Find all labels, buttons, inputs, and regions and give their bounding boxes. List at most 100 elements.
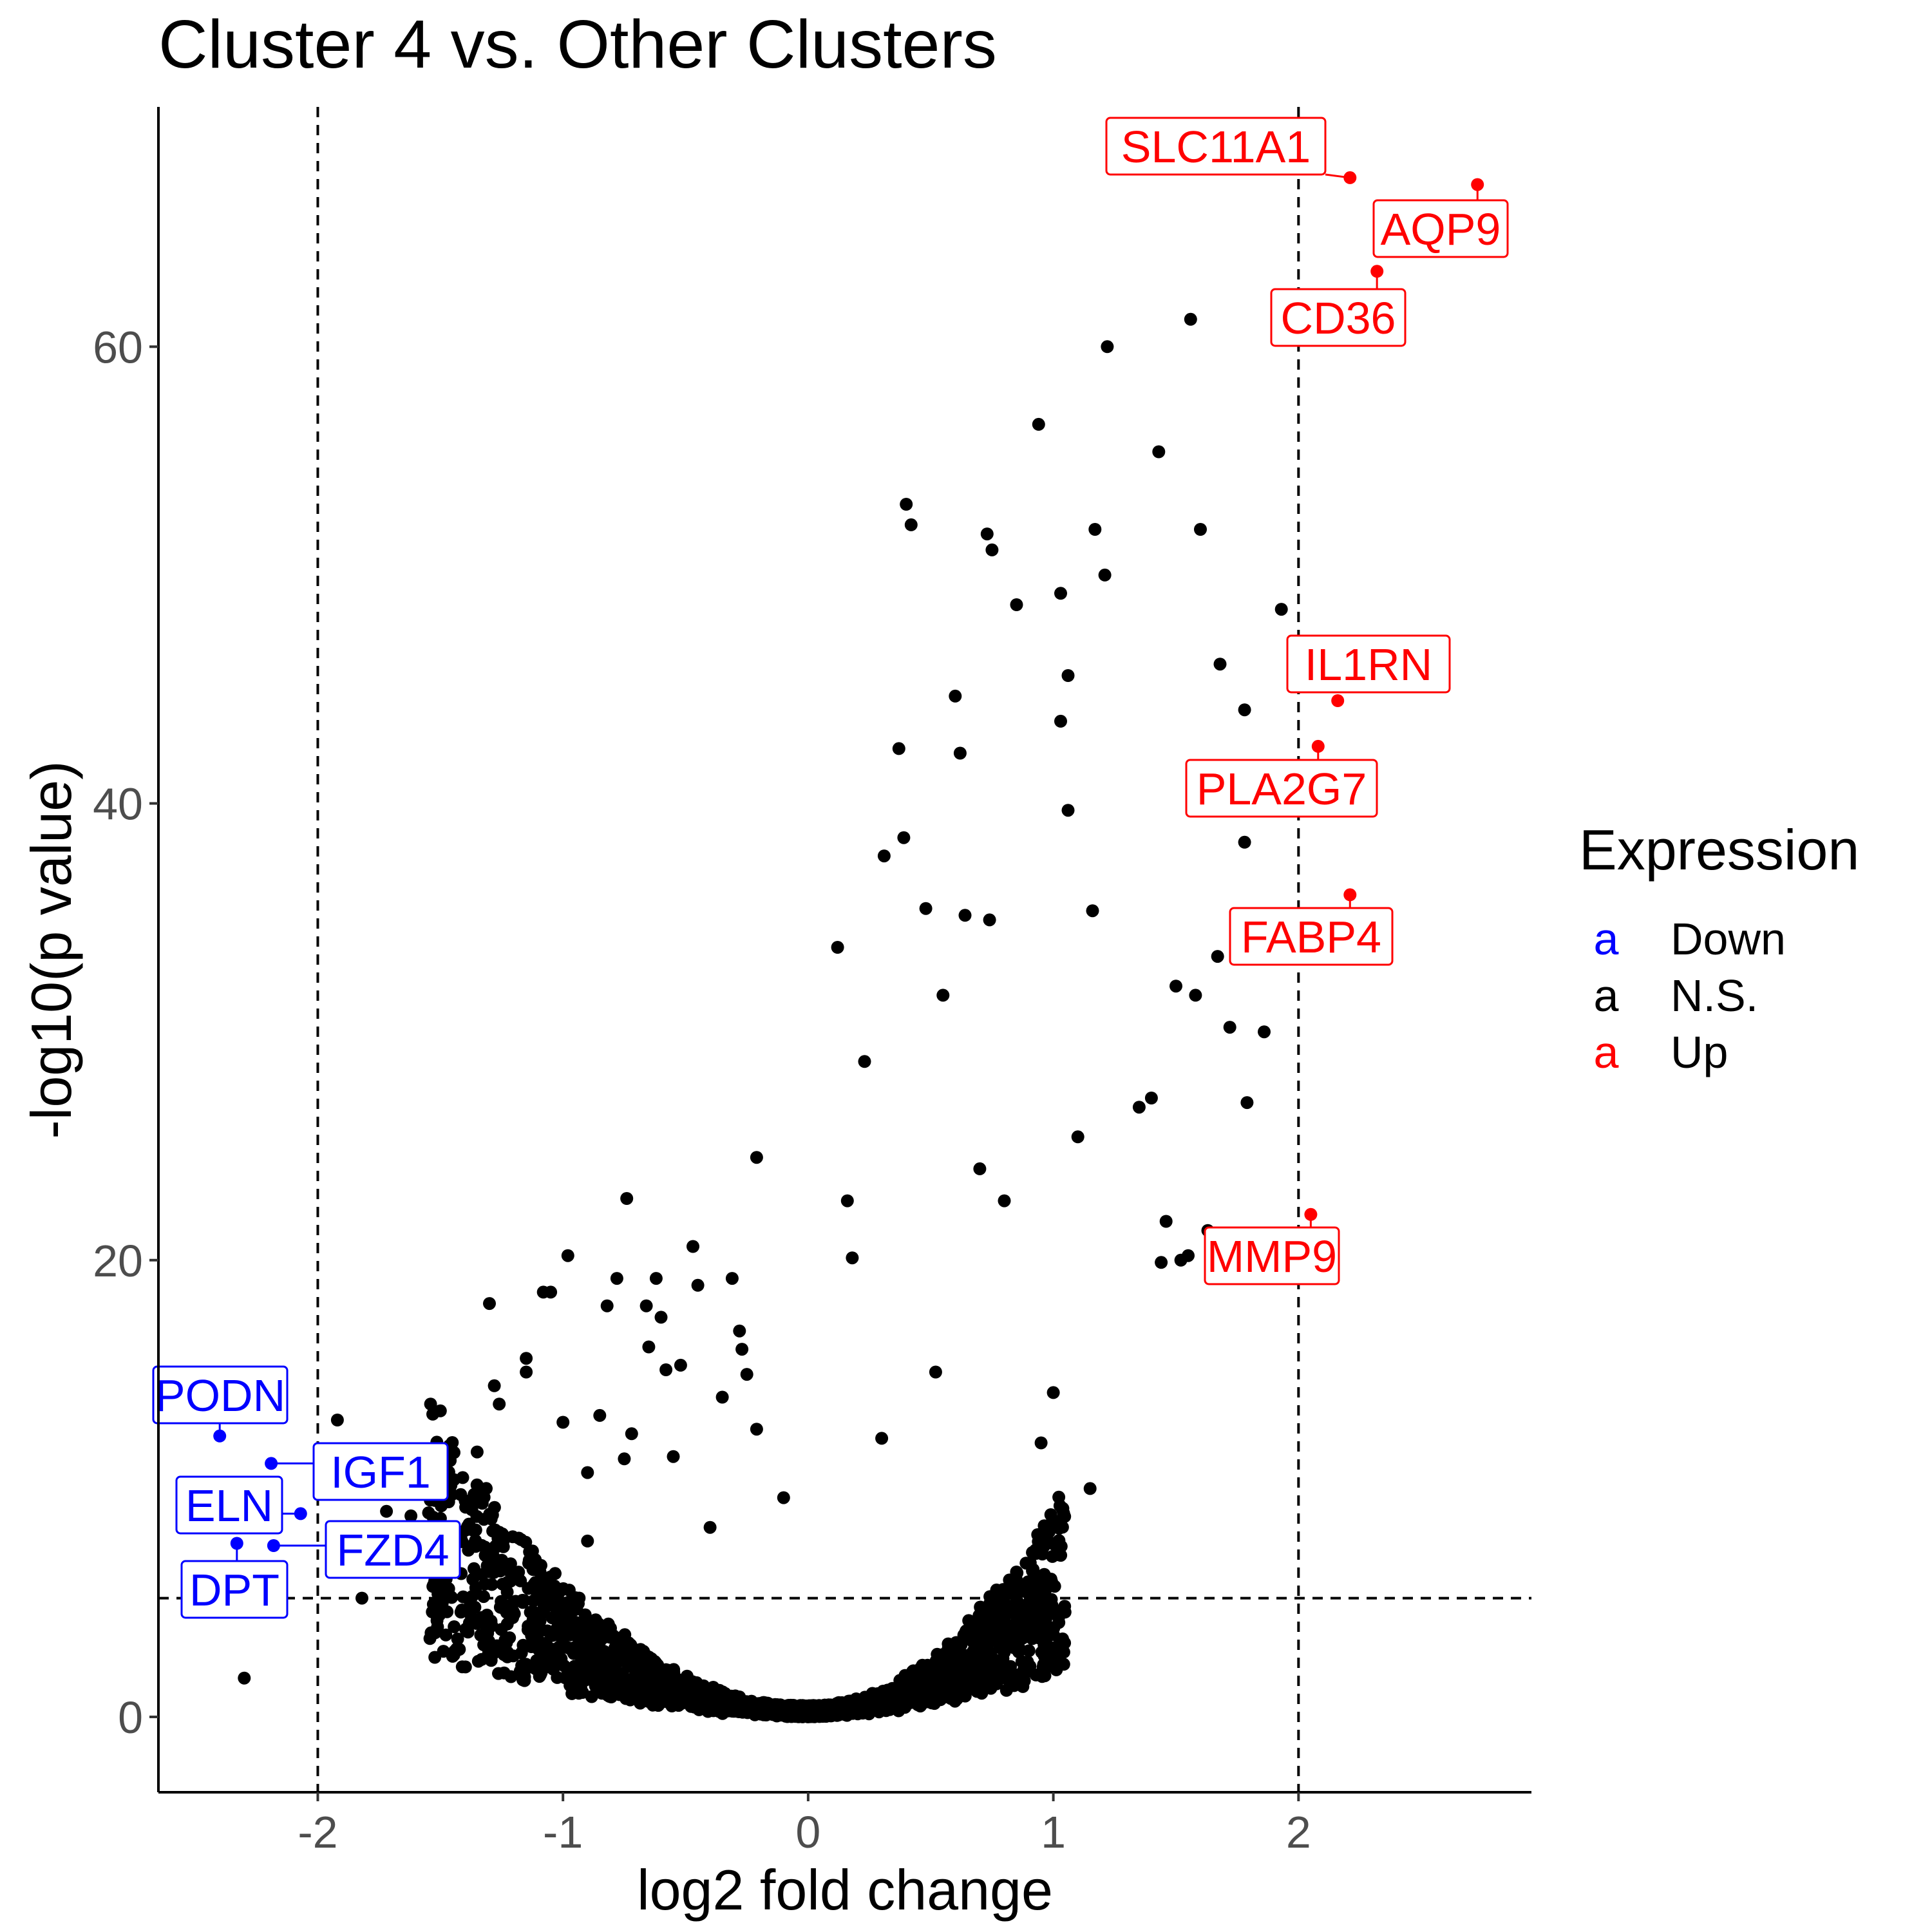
ns-point — [456, 1471, 469, 1484]
ns-point — [1189, 989, 1202, 1002]
gene-label-box — [1286, 634, 1451, 694]
gene-label: PLA2G7 — [1197, 764, 1367, 814]
ns-point — [1005, 1600, 1018, 1613]
ns-point — [461, 1520, 475, 1533]
ns-point — [493, 1561, 507, 1575]
legend: Expression a Down a N.S. a Up — [1579, 818, 1859, 1077]
ns-point — [1046, 1549, 1059, 1563]
highlighted-point — [1343, 171, 1357, 184]
ns-point — [506, 1605, 520, 1618]
ns-point — [629, 1657, 643, 1671]
ns-point — [424, 1397, 437, 1411]
ns-point — [447, 1648, 460, 1662]
ns-point — [503, 1631, 516, 1645]
ns-point — [581, 1534, 594, 1548]
ns-point — [877, 849, 891, 863]
ns-point — [1132, 1101, 1146, 1114]
x-tick-label: -1 — [543, 1807, 583, 1857]
ns-point — [1240, 1096, 1254, 1110]
ns-point — [1001, 1641, 1014, 1654]
ns-point — [1038, 1669, 1052, 1683]
ns-point — [1159, 1215, 1173, 1228]
ns-point — [578, 1608, 592, 1622]
ns-point — [670, 1686, 683, 1700]
ns-point — [526, 1544, 539, 1558]
ns-point — [954, 1689, 967, 1703]
ns-point — [682, 1685, 696, 1698]
ns-point — [973, 1162, 987, 1175]
ns-point — [980, 527, 994, 541]
ns-point — [1238, 703, 1251, 717]
ns-point — [687, 1240, 699, 1253]
gene-label-box — [1229, 907, 1394, 966]
y-tick-label: 40 — [93, 779, 143, 829]
ns-point — [1027, 1594, 1040, 1607]
ns-point — [656, 1685, 669, 1698]
ns-point — [461, 1625, 475, 1639]
x-tick-label: -2 — [298, 1807, 337, 1857]
ns-point — [435, 1499, 448, 1513]
ns-point — [720, 1692, 734, 1706]
ns-point — [470, 1445, 484, 1459]
ns-point — [828, 1699, 842, 1712]
ns-point — [1010, 1577, 1024, 1590]
ns-point — [433, 1404, 447, 1417]
ns-point — [858, 1055, 871, 1068]
ns-point — [581, 1466, 594, 1479]
ns-point — [631, 1681, 645, 1694]
legend-key-glyph: a — [1594, 914, 1619, 964]
ns-point — [556, 1416, 570, 1429]
ns-point — [593, 1408, 607, 1422]
gene-label-box — [1372, 199, 1509, 258]
ns-point — [477, 1590, 490, 1604]
ns-point — [448, 1620, 461, 1633]
ns-point — [990, 1677, 1003, 1690]
ns-point — [953, 746, 967, 760]
ns-point — [424, 1626, 438, 1640]
ns-point — [752, 1700, 765, 1714]
ns-point — [667, 1450, 680, 1463]
ns-point — [729, 1701, 743, 1714]
gene-labels: SLC11A1 AQP9 CD36 IL1RN PLA2G7 FABP4 MMP9 PODN I… — [152, 117, 1509, 1619]
gene-label-box — [325, 1520, 461, 1579]
ns-point — [904, 1675, 918, 1689]
threshold-lines — [158, 107, 1531, 1792]
legend-label: N.S. — [1671, 971, 1758, 1021]
ns-point — [983, 913, 996, 927]
ns-point — [975, 1636, 989, 1649]
ns-point — [1034, 1436, 1048, 1450]
ns-point — [897, 831, 911, 844]
ns-point — [580, 1618, 592, 1632]
ns-point — [958, 909, 972, 922]
ns-point — [1152, 445, 1166, 459]
ns-point — [496, 1577, 509, 1591]
ns-point — [699, 1692, 712, 1706]
ns-point — [504, 1557, 517, 1571]
ns-point — [706, 1704, 720, 1718]
ns-point — [1019, 1625, 1032, 1638]
legend-title: Expression — [1579, 818, 1859, 882]
y-tick-label: 0 — [118, 1692, 143, 1743]
x-axis-title: log2 fold change — [637, 1858, 1053, 1922]
ns-point — [1194, 523, 1207, 536]
ns-point — [904, 518, 918, 531]
ns-point — [1071, 1130, 1084, 1144]
ns-point — [849, 1703, 863, 1716]
ns-point — [618, 1452, 631, 1466]
ns-point — [504, 1670, 518, 1683]
ns-point — [750, 1423, 763, 1436]
y-axis-title: -log10(p value) — [19, 761, 83, 1139]
ns-point — [518, 1670, 531, 1683]
ns-point — [918, 1679, 931, 1692]
ns-point — [715, 1390, 729, 1404]
legend-key-glyph: a — [1594, 971, 1619, 1021]
ns-point — [625, 1427, 638, 1441]
ns-point — [1238, 835, 1251, 849]
ns-point — [470, 1510, 484, 1523]
ns-point — [1054, 587, 1067, 600]
ns-point — [1010, 598, 1023, 611]
ns-point — [586, 1662, 599, 1674]
ns-point — [561, 1249, 574, 1262]
ns-point — [496, 1601, 509, 1615]
ns-point — [1274, 603, 1288, 616]
